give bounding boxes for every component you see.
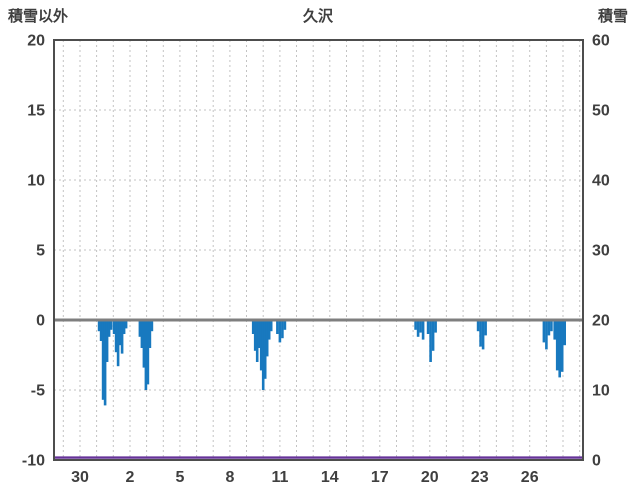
plot-frame	[53, 39, 584, 461]
x-tick-label: 26	[521, 469, 539, 486]
bar	[259, 320, 263, 371]
bar	[122, 320, 126, 334]
bar	[150, 320, 154, 332]
bar	[278, 320, 282, 343]
bar	[553, 320, 556, 340]
bar	[281, 320, 284, 339]
bar	[419, 320, 422, 333]
y-right-tick-label: 10	[592, 383, 610, 400]
horizontal-gridlines	[54, 109, 583, 391]
y-left-tick-label: -10	[22, 453, 45, 470]
y-left-tick-label: 0	[36, 313, 45, 330]
bar	[263, 320, 267, 379]
bar	[555, 320, 559, 371]
bar	[547, 320, 551, 336]
precipitation-bars	[97, 320, 566, 406]
bar	[550, 320, 553, 332]
bar	[255, 320, 259, 362]
bar	[416, 320, 420, 337]
bar	[146, 320, 150, 385]
bar	[563, 320, 566, 346]
bar	[542, 320, 546, 343]
bar	[434, 320, 437, 333]
x-axis-ticks: 30 2 5 8 11 14 17 20 23 26	[71, 469, 539, 486]
bar	[99, 320, 103, 341]
y-right-tick-label: 40	[592, 173, 610, 190]
bar	[479, 320, 482, 347]
bar	[545, 320, 548, 350]
bar	[265, 320, 269, 357]
chart-title: 久沢	[302, 8, 333, 25]
right-axis-ticks: 60 50 40 30 20 10 0	[592, 33, 610, 470]
bar	[97, 320, 101, 332]
bar	[269, 320, 273, 332]
bar	[112, 320, 116, 334]
y-left-tick-label: 10	[27, 173, 45, 190]
left-axis-ticks: 20 15 10 5 0 -5 -10	[22, 33, 45, 470]
y-left-tick-label: -5	[31, 383, 45, 400]
x-tick-label: 30	[71, 469, 89, 486]
right-axis-title: 積雪	[597, 8, 628, 25]
bar	[429, 320, 432, 362]
bar	[109, 320, 113, 330]
bar	[118, 320, 122, 346]
bar	[138, 320, 142, 337]
bar	[144, 320, 148, 390]
x-tick-label: 20	[421, 469, 439, 486]
x-tick-label: 8	[225, 469, 234, 486]
bar	[142, 320, 146, 368]
x-tick-label: 17	[371, 469, 389, 486]
bar	[124, 320, 128, 329]
bar	[251, 320, 255, 334]
bar	[148, 320, 152, 348]
y-left-tick-label: 5	[36, 243, 45, 260]
y-right-tick-label: 30	[592, 243, 610, 260]
y-right-tick-label: 60	[592, 33, 610, 50]
bar	[414, 320, 417, 330]
y-right-tick-label: 0	[592, 453, 601, 470]
bar	[114, 320, 118, 353]
bar	[426, 320, 430, 334]
x-tick-label: 2	[126, 469, 135, 486]
bar	[267, 320, 271, 340]
bar	[103, 320, 107, 406]
x-tick-label: 11	[271, 469, 288, 486]
x-tick-label: 14	[321, 469, 339, 486]
y-right-tick-label: 50	[592, 103, 610, 120]
bar	[107, 320, 111, 337]
bar	[140, 320, 144, 348]
bar	[560, 320, 564, 372]
bar	[116, 320, 120, 367]
bar	[257, 320, 261, 348]
y-right-tick-label: 20	[592, 313, 610, 330]
bar	[484, 320, 487, 336]
left-axis-title: 積雪以外	[8, 8, 69, 25]
bar	[283, 320, 287, 330]
bar	[421, 320, 425, 340]
y-left-tick-label: 20	[27, 33, 45, 50]
y-left-tick-label: 15	[27, 103, 45, 120]
bar	[431, 320, 435, 351]
bar	[261, 320, 265, 390]
bar	[476, 320, 480, 332]
bar	[276, 320, 279, 334]
bar	[105, 320, 109, 362]
x-tick-label: 23	[471, 469, 489, 486]
bar	[101, 320, 105, 400]
bar	[253, 320, 257, 351]
bar	[558, 320, 561, 378]
x-tick-label: 5	[175, 469, 184, 486]
bar	[120, 320, 124, 354]
bar	[481, 320, 485, 350]
